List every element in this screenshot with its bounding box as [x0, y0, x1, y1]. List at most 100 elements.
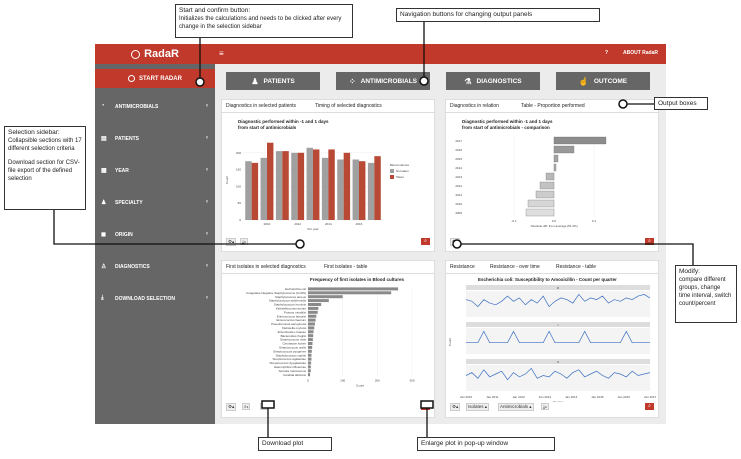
settings-gear-button[interactable]: ⚙▴ [450, 403, 461, 411]
resistance-line-chart: R I S Jan 2010 Jan 2011 Jan 2012 Jan 2013 Jan 2… [448, 285, 656, 402]
zoom-button[interactable]: ⌕▴ [242, 403, 251, 410]
y-tick-label: 150 [236, 168, 241, 172]
sidebar-item-download-selection[interactable]: ⤓ DOWNLOAD SELECTION ‹ [95, 292, 215, 306]
x-tick-label: 2010 [264, 222, 271, 226]
bar-isolate [308, 357, 312, 361]
annotation-modify: Modify: compare different groups, change… [675, 265, 737, 323]
settings-gear-button[interactable]: ⚙▴ [226, 403, 237, 411]
organism-label: Streptococcus oralis [279, 346, 307, 350]
enlarge-plot-button[interactable]: ⌕ [421, 238, 430, 245]
nav-patients-button[interactable]: ♟ PATIENTS [226, 72, 320, 90]
tab-first-isolates[interactable]: First isolates in selected diagnostics [226, 264, 306, 271]
organism-label: Staphylococcus capitis [276, 353, 307, 357]
sidebar-item-antimicrobials[interactable]: ◔ ANTIMICROBIALS ‹ [95, 100, 215, 114]
isolates-chart-title: Frequency of first isolates in Blood cul… [310, 277, 405, 282]
x-tick-label: 2012 [294, 222, 301, 226]
facet-strip [466, 285, 650, 290]
legend-swatch [390, 175, 394, 179]
x-tick-label: 0.1 [592, 219, 597, 223]
flask-icon: ⚗ [464, 76, 472, 86]
nav-outcome-button[interactable]: ☝ OUTCOME [556, 72, 650, 90]
box1-tabs: Diagnostics in selected patients Timing … [222, 100, 434, 113]
annotation-title: Modify: [679, 268, 700, 275]
bar-taken [251, 162, 259, 220]
organism-label: Enterococcus faecalis [277, 314, 307, 318]
output-box-resistance: Resistance Resistance - over time Resist… [445, 260, 659, 418]
x-tick-label: Jan 2014 [565, 395, 578, 399]
facet-panel [466, 328, 650, 354]
tab-resistance-table[interactable]: Resistance - table [556, 264, 597, 270]
bar-2016 [553, 145, 575, 154]
isolates-dropdown[interactable]: Isolates ▴ [466, 403, 490, 411]
tab-first-isolates-table[interactable]: First isolates - table [324, 264, 368, 270]
y-tick-label: 100 [236, 184, 241, 188]
top-bar: RadaR ≡ ? ABOUT RadaR [95, 44, 666, 64]
series-line-I [466, 330, 650, 344]
bar-not-taken [260, 157, 267, 220]
y-tick-label: 2010 [455, 202, 462, 206]
tab-resistance[interactable]: Resistance [450, 264, 475, 270]
start-radar-button[interactable]: START RADAR [95, 69, 215, 88]
series-line-S [465, 367, 651, 381]
y-tick-label: 2009 [455, 211, 462, 215]
sidebar-item-label: DIAGNOSTICS [115, 264, 150, 270]
sidebar-item-icon: ▤ [101, 136, 107, 142]
x-tick-label: 200 [375, 379, 380, 383]
bar-isolate [308, 353, 312, 357]
annotation-text: Initializes the calculations and needs t… [179, 16, 342, 30]
bar-2011 [535, 190, 555, 199]
output-box-diagnostics-relation: Diagnostics in relation Table - Proporti… [445, 99, 659, 252]
nav-antimicrobials-button[interactable]: ⁘ ANTIMICROBIALS [336, 72, 430, 90]
settings-gear-button[interactable]: ⚙▴ [226, 238, 237, 246]
antimicrobials-dropdown[interactable]: Antimicrobials ▴ [498, 403, 534, 411]
output-box-first-isolates: First isolates in selected diagnostics F… [221, 260, 435, 418]
organism-label: Enterobacter cloacae [278, 330, 307, 334]
tab-diagnostics-in-selected-patients[interactable]: Diagnostics in selected patients [226, 103, 297, 110]
sidebar-item-specialty[interactable]: ♟ SPECIALTY ‹ [95, 196, 215, 210]
help-link[interactable]: ? [605, 50, 609, 56]
organism-label: Escherichia coli [285, 287, 306, 291]
annotation-enlarge-plot: Enlarge plot in pop-up window [417, 437, 555, 451]
sidebar-item-icon: ◼ [101, 232, 106, 238]
x-axis-label: Absolute diff. from average [51.4%] [531, 224, 578, 228]
sidebar-item-patients[interactable]: ▤ PATIENTS ‹ [95, 132, 215, 146]
enlarge-plot-button[interactable]: ⌕ [645, 403, 654, 410]
sidebar-item-icon: ♟ [101, 200, 107, 206]
tab-resistance-over-time[interactable]: Resistance - over time [490, 264, 540, 271]
chevron-left-icon: ‹ [206, 295, 208, 301]
menu-toggle-icon[interactable]: ≡ [219, 49, 224, 58]
chart-title-line2: from start of antimicrobials [238, 125, 297, 130]
comparison-bar-chart: 2017 2016 2015 2014 2013 2012 2011 2010 2009 -0.1… [455, 136, 607, 228]
nav-diagnostics-button[interactable]: ⚗ DIAGNOSTICS [446, 72, 540, 90]
tab-diagnostics-in-relation[interactable]: Diagnostics in relation [450, 103, 499, 110]
facet-panel [466, 365, 650, 391]
sidebar-item-origin[interactable]: ◼ ORIGIN ‹ [95, 228, 215, 242]
box2-tabs: Diagnostics in relation Table - Proporti… [446, 100, 658, 113]
sidebar-item-year[interactable]: ▦ YEAR ‹ [95, 164, 215, 178]
bar-2013 [545, 172, 555, 181]
enlarge-plot-button[interactable]: ⌕ [645, 238, 654, 245]
bar-2012 [539, 181, 555, 190]
bar-taken [328, 149, 335, 220]
brand-logo[interactable]: RadaR [95, 44, 215, 64]
diagnostics-bar-chart: 0 50 100 150 200 2010 2012 2014 2016 Per year Coun… [225, 142, 410, 231]
tab-proportion-performed[interactable]: Table - Proportion performed [521, 103, 585, 109]
chart-title-line2: from start of antimicrobials - compariso… [462, 125, 550, 130]
organism-label: Streptococcus pyogenes [273, 349, 306, 353]
facet-strip [466, 359, 650, 364]
bar-isolate [308, 310, 318, 314]
sidebar-item-diagnostics[interactable]: ♙ DIAGNOSTICS ‹ [95, 260, 215, 274]
nav-label: OUTCOME [593, 77, 628, 85]
organism-label: Bacteroides fragilis [281, 334, 307, 338]
output-box-diagnostics: Diagnostics in selected patients Timing … [221, 99, 435, 252]
about-link[interactable]: ABOUT RadaR [623, 50, 659, 56]
tab-timing-of-diagnostics[interactable]: Timing of selected diagnostics [315, 103, 382, 109]
sidebar-item-icon: ♙ [101, 264, 107, 270]
download-plot-button[interactable]: ⤓▴ [541, 403, 549, 410]
series-line-R [465, 293, 651, 308]
sidebar-item-label: SPECIALTY [115, 200, 143, 206]
sidebar-item-label: YEAR [115, 168, 129, 174]
bar-2015 [553, 154, 559, 163]
